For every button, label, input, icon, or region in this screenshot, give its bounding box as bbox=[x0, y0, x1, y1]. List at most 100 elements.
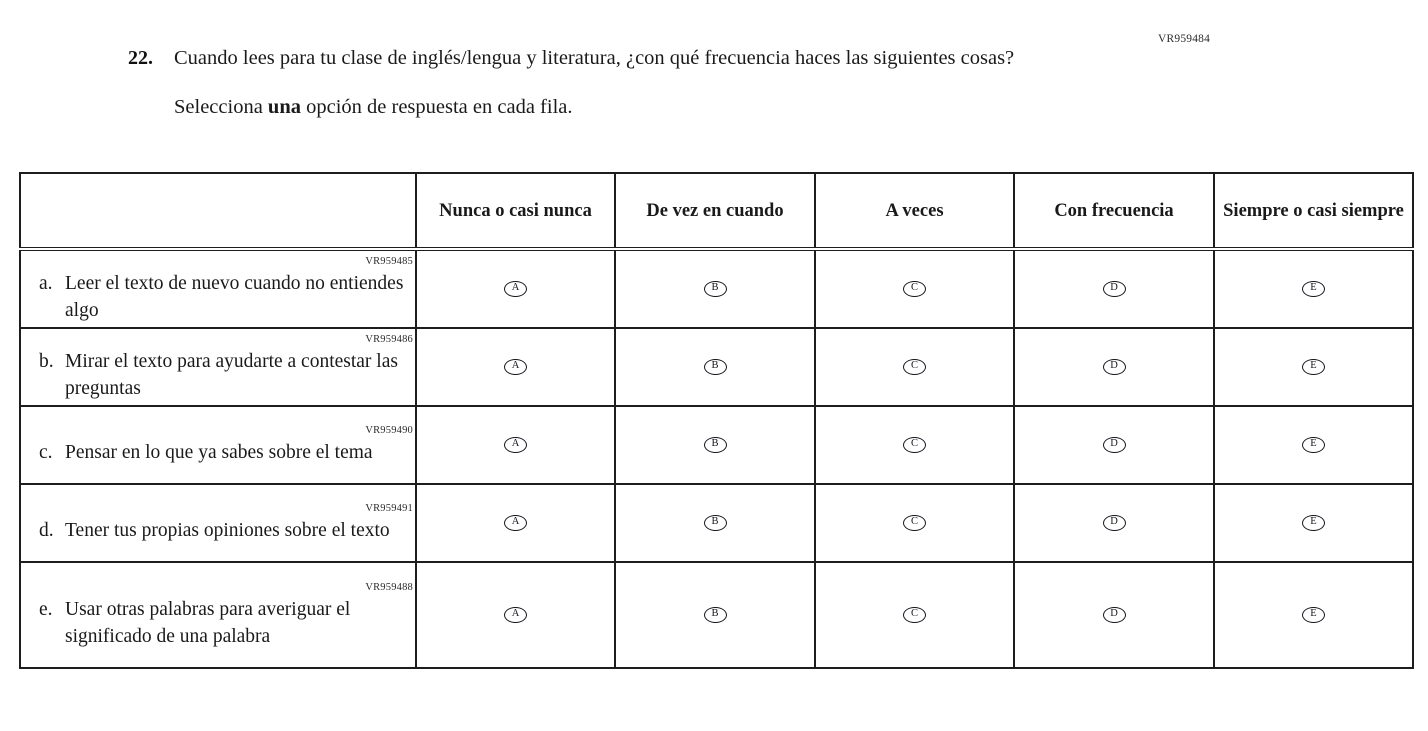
answer-bubble[interactable]: E bbox=[1302, 437, 1325, 454]
row-vr-code: VR959486 bbox=[365, 333, 413, 345]
matrix-body: VR959485 a. Leer el texto de nuevo cuand… bbox=[19, 249, 1414, 669]
answer-bubble[interactable]: D bbox=[1102, 281, 1126, 298]
row-stem: b. Mirar el texto para ayudarte a contes… bbox=[21, 348, 415, 402]
answer-bubble[interactable]: C bbox=[903, 437, 926, 454]
row-vr-code: VR959488 bbox=[365, 581, 413, 593]
header-cell-blank bbox=[19, 173, 417, 251]
answer-bubble[interactable]: C bbox=[903, 359, 926, 376]
option-cell-c-1[interactable]: A bbox=[415, 405, 616, 485]
answer-bubble[interactable]: B bbox=[703, 437, 727, 454]
answer-bubble[interactable]: A bbox=[504, 359, 527, 376]
matrix-header-row: Nunca o casi nunca De vez en cuando A ve… bbox=[19, 173, 1414, 251]
row-vr-code: VR959490 bbox=[365, 425, 413, 436]
option-cell-e-3[interactable]: C bbox=[814, 561, 1015, 669]
answer-bubble[interactable]: B bbox=[703, 281, 727, 298]
answer-bubble[interactable]: B bbox=[703, 607, 727, 624]
answer-bubble[interactable]: E bbox=[1302, 607, 1325, 624]
row-stem-cell-b: VR959486 b. Mirar el texto para ayudarte… bbox=[19, 327, 417, 407]
row-vr-code: VR959491 bbox=[365, 503, 413, 514]
option-cell-e-1[interactable]: A bbox=[415, 561, 616, 669]
option-cell-c-5[interactable]: E bbox=[1213, 405, 1414, 485]
answer-bubble[interactable]: D bbox=[1102, 607, 1126, 624]
row-stem: e. Usar otras palabras para averiguar el… bbox=[21, 596, 415, 650]
header-cell-option-4: Con frecuencia bbox=[1013, 173, 1215, 251]
option-cell-b-4[interactable]: D bbox=[1013, 327, 1215, 407]
question-block: 22. Cuando lees para tu clase de inglés/… bbox=[128, 44, 1088, 121]
option-cell-d-1[interactable]: A bbox=[415, 483, 616, 563]
header-cell-option-3: A veces bbox=[814, 173, 1015, 251]
table-row: VR959490 c. Pensar en lo que ya sabes so… bbox=[19, 405, 1414, 485]
instruction-text-before: Selecciona bbox=[174, 96, 268, 118]
row-stem-cell-a: VR959485 a. Leer el texto de nuevo cuand… bbox=[19, 249, 417, 329]
option-cell-a-3[interactable]: C bbox=[814, 249, 1015, 329]
instruction-emphasis: una bbox=[267, 96, 301, 118]
header-cell-option-5: Siempre o casi siempre bbox=[1213, 173, 1414, 251]
question-instruction: Selecciona una opción de respuesta en ca… bbox=[174, 93, 1088, 121]
option-cell-e-4[interactable]: D bbox=[1013, 561, 1215, 669]
row-text: Mirar el texto para ayudarte a contestar… bbox=[65, 350, 398, 399]
row-text: Leer el texto de nuevo cuando no entiend… bbox=[65, 272, 404, 321]
answer-bubble[interactable]: D bbox=[1102, 437, 1126, 454]
answer-bubble[interactable]: D bbox=[1102, 515, 1126, 532]
form-code: VR959484 bbox=[1158, 33, 1211, 45]
option-cell-a-2[interactable]: B bbox=[614, 249, 816, 329]
answer-bubble[interactable]: C bbox=[903, 515, 926, 532]
answer-bubble[interactable]: C bbox=[903, 607, 926, 624]
table-row: VR959486 b. Mirar el texto para ayudarte… bbox=[19, 327, 1414, 407]
instruction-text-after: opción de respuesta en cada fila. bbox=[300, 96, 573, 118]
option-cell-b-5[interactable]: E bbox=[1213, 327, 1414, 407]
answer-bubble[interactable]: D bbox=[1102, 359, 1126, 376]
option-cell-c-3[interactable]: C bbox=[814, 405, 1015, 485]
option-cell-c-4[interactable]: D bbox=[1013, 405, 1215, 485]
table-row: VR959491 d. Tener tus propias opiniones … bbox=[19, 483, 1414, 563]
answer-bubble[interactable]: A bbox=[504, 515, 527, 532]
row-stem-cell-d: VR959491 d. Tener tus propias opiniones … bbox=[19, 483, 417, 563]
question-text: Cuando lees para tu clase de inglés/leng… bbox=[174, 47, 1015, 69]
header-cell-option-2: De vez en cuando bbox=[614, 173, 816, 251]
row-letter: e. bbox=[39, 598, 53, 620]
answer-bubble[interactable]: C bbox=[903, 281, 926, 298]
row-letter: a. bbox=[39, 272, 53, 294]
option-cell-d-2[interactable]: B bbox=[614, 483, 816, 563]
matrix-table: Nunca o casi nunca De vez en cuando A ve… bbox=[19, 172, 1414, 669]
option-cell-e-5[interactable]: E bbox=[1213, 561, 1414, 669]
header-cell-option-1: Nunca o casi nunca bbox=[415, 173, 616, 251]
option-cell-a-1[interactable]: A bbox=[415, 249, 616, 329]
row-stem: a. Leer el texto de nuevo cuando no enti… bbox=[21, 270, 415, 324]
table-row: VR959485 a. Leer el texto de nuevo cuand… bbox=[19, 249, 1414, 329]
answer-bubble[interactable]: A bbox=[504, 281, 527, 298]
matrix-header: Nunca o casi nunca De vez en cuando A ve… bbox=[19, 173, 1414, 251]
row-letter: c. bbox=[39, 442, 53, 463]
option-cell-d-5[interactable]: E bbox=[1213, 483, 1414, 563]
option-cell-d-3[interactable]: C bbox=[814, 483, 1015, 563]
row-text: Pensar en lo que ya sabes sobre el tema bbox=[65, 442, 373, 463]
question-heading: 22. Cuando lees para tu clase de inglés/… bbox=[128, 44, 1088, 72]
row-stem-cell-e: VR959488 e. Usar otras palabras para ave… bbox=[19, 561, 417, 669]
row-text: Usar otras palabras para averiguar el si… bbox=[65, 598, 351, 647]
answer-bubble[interactable]: E bbox=[1302, 359, 1325, 376]
option-cell-d-4[interactable]: D bbox=[1013, 483, 1215, 563]
option-cell-a-4[interactable]: D bbox=[1013, 249, 1215, 329]
option-cell-a-5[interactable]: E bbox=[1213, 249, 1414, 329]
answer-bubble[interactable]: B bbox=[703, 359, 727, 376]
option-cell-e-2[interactable]: B bbox=[614, 561, 816, 669]
row-letter: d. bbox=[39, 520, 54, 541]
row-stem-cell-c: VR959490 c. Pensar en lo que ya sabes so… bbox=[19, 405, 417, 485]
question-number: 22. bbox=[128, 47, 153, 69]
row-letter: b. bbox=[39, 350, 54, 372]
option-cell-c-2[interactable]: B bbox=[614, 405, 816, 485]
response-matrix: Nunca o casi nunca De vez en cuando A ve… bbox=[19, 172, 1414, 669]
option-cell-b-1[interactable]: A bbox=[415, 327, 616, 407]
row-vr-code: VR959485 bbox=[365, 255, 413, 267]
row-stem: d. Tener tus propias opiniones sobre el … bbox=[21, 517, 415, 544]
option-cell-b-2[interactable]: B bbox=[614, 327, 816, 407]
answer-bubble[interactable]: E bbox=[1302, 281, 1325, 298]
option-cell-b-3[interactable]: C bbox=[814, 327, 1015, 407]
answer-bubble[interactable]: A bbox=[504, 437, 527, 454]
answer-bubble[interactable]: A bbox=[504, 607, 527, 624]
table-row: VR959488 e. Usar otras palabras para ave… bbox=[19, 561, 1414, 669]
answer-bubble[interactable]: E bbox=[1302, 515, 1325, 532]
answer-bubble[interactable]: B bbox=[703, 515, 727, 532]
row-stem: c. Pensar en lo que ya sabes sobre el te… bbox=[21, 439, 415, 466]
row-text: Tener tus propias opiniones sobre el tex… bbox=[65, 520, 390, 541]
